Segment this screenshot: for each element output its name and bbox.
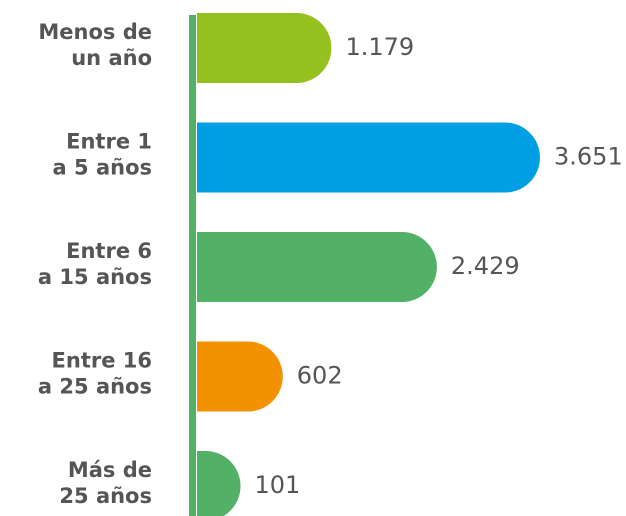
category-line: Entre 6	[66, 239, 152, 263]
bar	[197, 13, 332, 83]
category-line: Entre 1	[66, 130, 152, 154]
category-label: Más de 25 años	[59, 458, 152, 508]
category-line: 25 años	[59, 484, 152, 508]
category-line: un año	[71, 46, 152, 70]
category-line: a 15 años	[38, 265, 152, 289]
category-label: Entre 16 a 25 años	[38, 349, 152, 399]
value-label: 3.651	[554, 143, 623, 171]
value-label: 602	[297, 362, 343, 390]
category-line: a 25 años	[38, 375, 152, 399]
value-label: 101	[255, 471, 301, 499]
bar	[197, 341, 283, 412]
bar	[197, 451, 241, 516]
value-label: 2.429	[451, 252, 520, 280]
category-line: Más de	[68, 458, 152, 482]
category-line: Entre 16	[52, 349, 152, 373]
category-line: Menos de	[38, 20, 152, 44]
value-label: 1.179	[345, 33, 414, 61]
category-label: Menos de un año	[38, 20, 152, 70]
bar	[197, 122, 540, 193]
bar	[197, 232, 437, 302]
category-line: a 5 años	[53, 156, 152, 180]
axis-line	[189, 15, 196, 516]
